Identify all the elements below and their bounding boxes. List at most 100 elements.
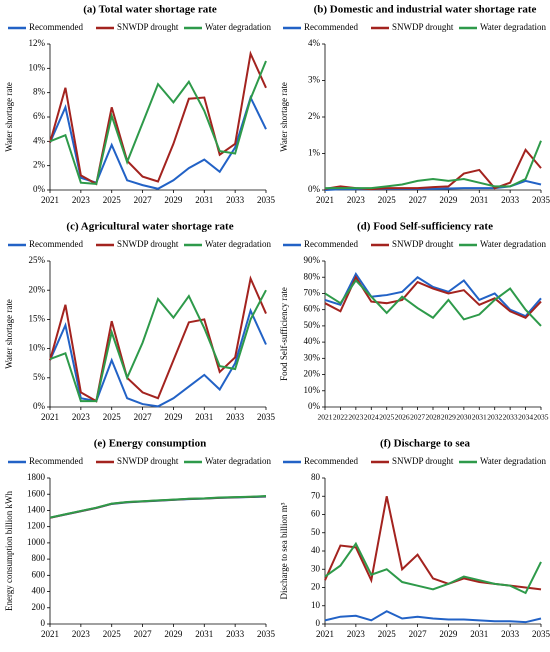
series-line: [49, 289, 267, 403]
y-tick-label: 5%: [33, 372, 46, 382]
x-tick-label: 2027: [409, 195, 428, 205]
y-axis-label: Water shortage rate: [4, 299, 14, 369]
y-tick-label: 1%: [308, 148, 321, 158]
y-tick-label: 0: [41, 618, 46, 628]
x-tick-label: 2021: [316, 195, 334, 205]
legend-label: SNWDP drought: [117, 456, 179, 466]
legend-label: Recommended: [304, 239, 358, 249]
x-tick-label: 2027: [134, 629, 153, 639]
y-tick-label: 10: [311, 600, 321, 610]
y-tick-label: 40%: [304, 336, 321, 346]
x-tick-label: 2033: [226, 412, 245, 422]
x-tick-label: 2023: [347, 195, 366, 205]
series-line: [325, 140, 542, 190]
y-tick-label: 0%: [308, 401, 321, 411]
y-tick-label: 10%: [29, 343, 46, 353]
x-tick-label: 2033: [501, 629, 520, 639]
y-tick-label: 4%: [33, 135, 46, 145]
x-tick-label: 2031: [195, 195, 213, 205]
legend-label: SNWDP drought: [392, 456, 454, 466]
x-tick-label: 2023: [347, 629, 366, 639]
legend-label: Recommended: [29, 456, 83, 466]
x-tick-label: 2033: [503, 413, 518, 422]
x-tick-label: 2022: [333, 413, 348, 422]
series-line: [324, 272, 542, 318]
legend-label: Water degradation: [205, 22, 271, 32]
y-tick-label: 8%: [33, 87, 46, 97]
y-tick-label: 15%: [29, 313, 46, 323]
x-tick-label: 2025: [103, 195, 122, 205]
y-tick-label: 2%: [33, 160, 46, 170]
x-tick-label: 2032: [487, 413, 502, 422]
series-line: [324, 278, 542, 327]
x-tick-label: 2027: [409, 629, 428, 639]
y-axis-label: Food Self-sufficiency rate: [279, 287, 289, 381]
y-tick-label: 1000: [27, 537, 46, 547]
chart-title: (a) Total water shortage rate: [83, 4, 217, 16]
series-line: [49, 495, 267, 519]
y-tick-label: 1800: [27, 472, 46, 482]
y-tick-label: 0%: [33, 401, 46, 411]
y-axis-label: Energy consumption billion kWh: [4, 490, 14, 611]
y-tick-label: 70: [311, 490, 321, 500]
y-tick-label: 50: [311, 527, 321, 537]
y-tick-label: 600: [32, 569, 46, 579]
x-tick-label: 2031: [470, 195, 488, 205]
y-tick-label: 60%: [304, 304, 321, 314]
legend-label: SNWDP drought: [392, 22, 454, 32]
y-axis-label: Discharge to sea billion m³: [279, 502, 289, 599]
y-tick-label: 10%: [29, 62, 46, 72]
series-line: [324, 610, 542, 624]
x-tick-label: 2023: [72, 629, 91, 639]
x-tick-label: 2030: [456, 413, 471, 422]
y-tick-label: 80: [311, 472, 321, 482]
y-tick-label: 40: [311, 545, 321, 555]
x-tick-label: 2033: [226, 629, 245, 639]
chart-title: (f) Discharge to sea: [380, 438, 471, 450]
x-tick-label: 2023: [72, 195, 91, 205]
x-tick-label: 2027: [134, 195, 153, 205]
x-tick-label: 2024: [364, 413, 379, 422]
series-line: [49, 94, 267, 190]
legend-label: SNWDP drought: [392, 239, 454, 249]
y-tick-label: 20: [311, 582, 321, 592]
y-tick-label: 6%: [33, 111, 46, 121]
y-tick-label: 1600: [27, 488, 46, 498]
x-tick-label: 2025: [379, 413, 394, 422]
y-axis-label: Water shortage rate: [4, 82, 14, 152]
y-tick-label: 4%: [308, 38, 321, 48]
y-tick-label: 12%: [29, 38, 46, 48]
y-tick-label: 20%: [304, 369, 321, 379]
x-tick-label: 2034: [518, 413, 533, 422]
x-tick-label: 2029: [164, 412, 183, 422]
x-tick-label: 2035: [532, 629, 550, 639]
y-tick-label: 60: [311, 509, 321, 519]
series-line: [49, 275, 267, 403]
legend-label: Water degradation: [480, 22, 546, 32]
x-tick-label: 2035: [257, 195, 276, 205]
x-tick-label: 2025: [378, 195, 397, 205]
y-tick-label: 70%: [304, 288, 321, 298]
y-tick-label: 90%: [304, 255, 321, 265]
legend-label: Water degradation: [480, 456, 546, 466]
x-tick-label: 2035: [532, 195, 550, 205]
y-tick-label: 25%: [29, 255, 46, 265]
x-tick-label: 2031: [195, 412, 213, 422]
legend-label: Recommended: [304, 22, 358, 32]
x-tick-label: 2031: [470, 629, 488, 639]
y-axis-label: Water shortage rate: [279, 82, 289, 152]
y-tick-label: 0%: [33, 184, 46, 194]
x-tick-label: 2033: [501, 195, 520, 205]
y-tick-label: 200: [32, 602, 46, 612]
y-tick-label: 2%: [308, 111, 321, 121]
y-tick-label: 800: [32, 553, 46, 563]
x-tick-label: 2021: [318, 413, 333, 422]
x-tick-label: 2031: [195, 629, 213, 639]
x-tick-label: 2028: [426, 413, 441, 422]
x-tick-label: 2029: [439, 195, 458, 205]
y-tick-label: 0: [316, 618, 321, 628]
series-line: [49, 307, 267, 408]
x-tick-label: 2021: [41, 412, 59, 422]
x-tick-label: 2029: [164, 629, 183, 639]
